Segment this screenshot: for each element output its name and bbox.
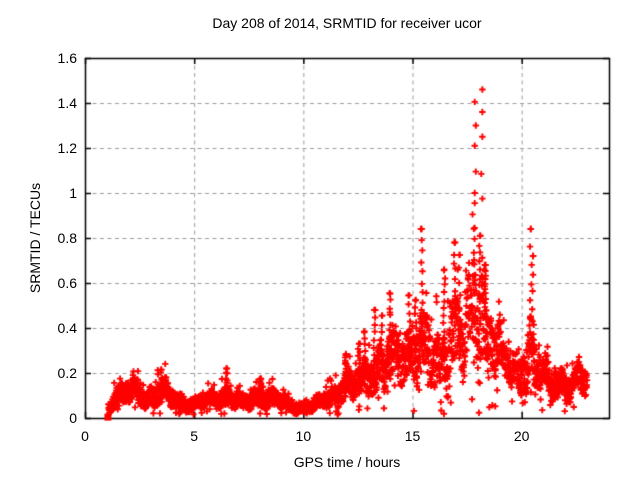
y-tick-label: 0.8 [57, 230, 77, 246]
y-tick-label: 0.6 [57, 275, 77, 291]
y-tick-label: 1.2 [57, 140, 77, 156]
y-tick-label: 1.4 [57, 95, 77, 111]
y-tick-label: 0.4 [57, 320, 77, 336]
x-axis-label: GPS time / hours [293, 454, 401, 470]
x-tick-label: 15 [404, 428, 421, 444]
chart-title: Day 208 of 2014, SRMTID for receiver uco… [212, 15, 482, 31]
y-tick-label: 0.2 [57, 365, 77, 381]
y-tick-label: 1.6 [57, 50, 77, 66]
y-tick-label: 1 [69, 185, 77, 201]
x-tick-label: 10 [295, 428, 312, 444]
x-tick-label: 5 [190, 428, 199, 444]
x-tick-label: 20 [513, 428, 530, 444]
y-tick-label: 0 [69, 410, 77, 426]
x-tick-label: 0 [81, 428, 89, 444]
